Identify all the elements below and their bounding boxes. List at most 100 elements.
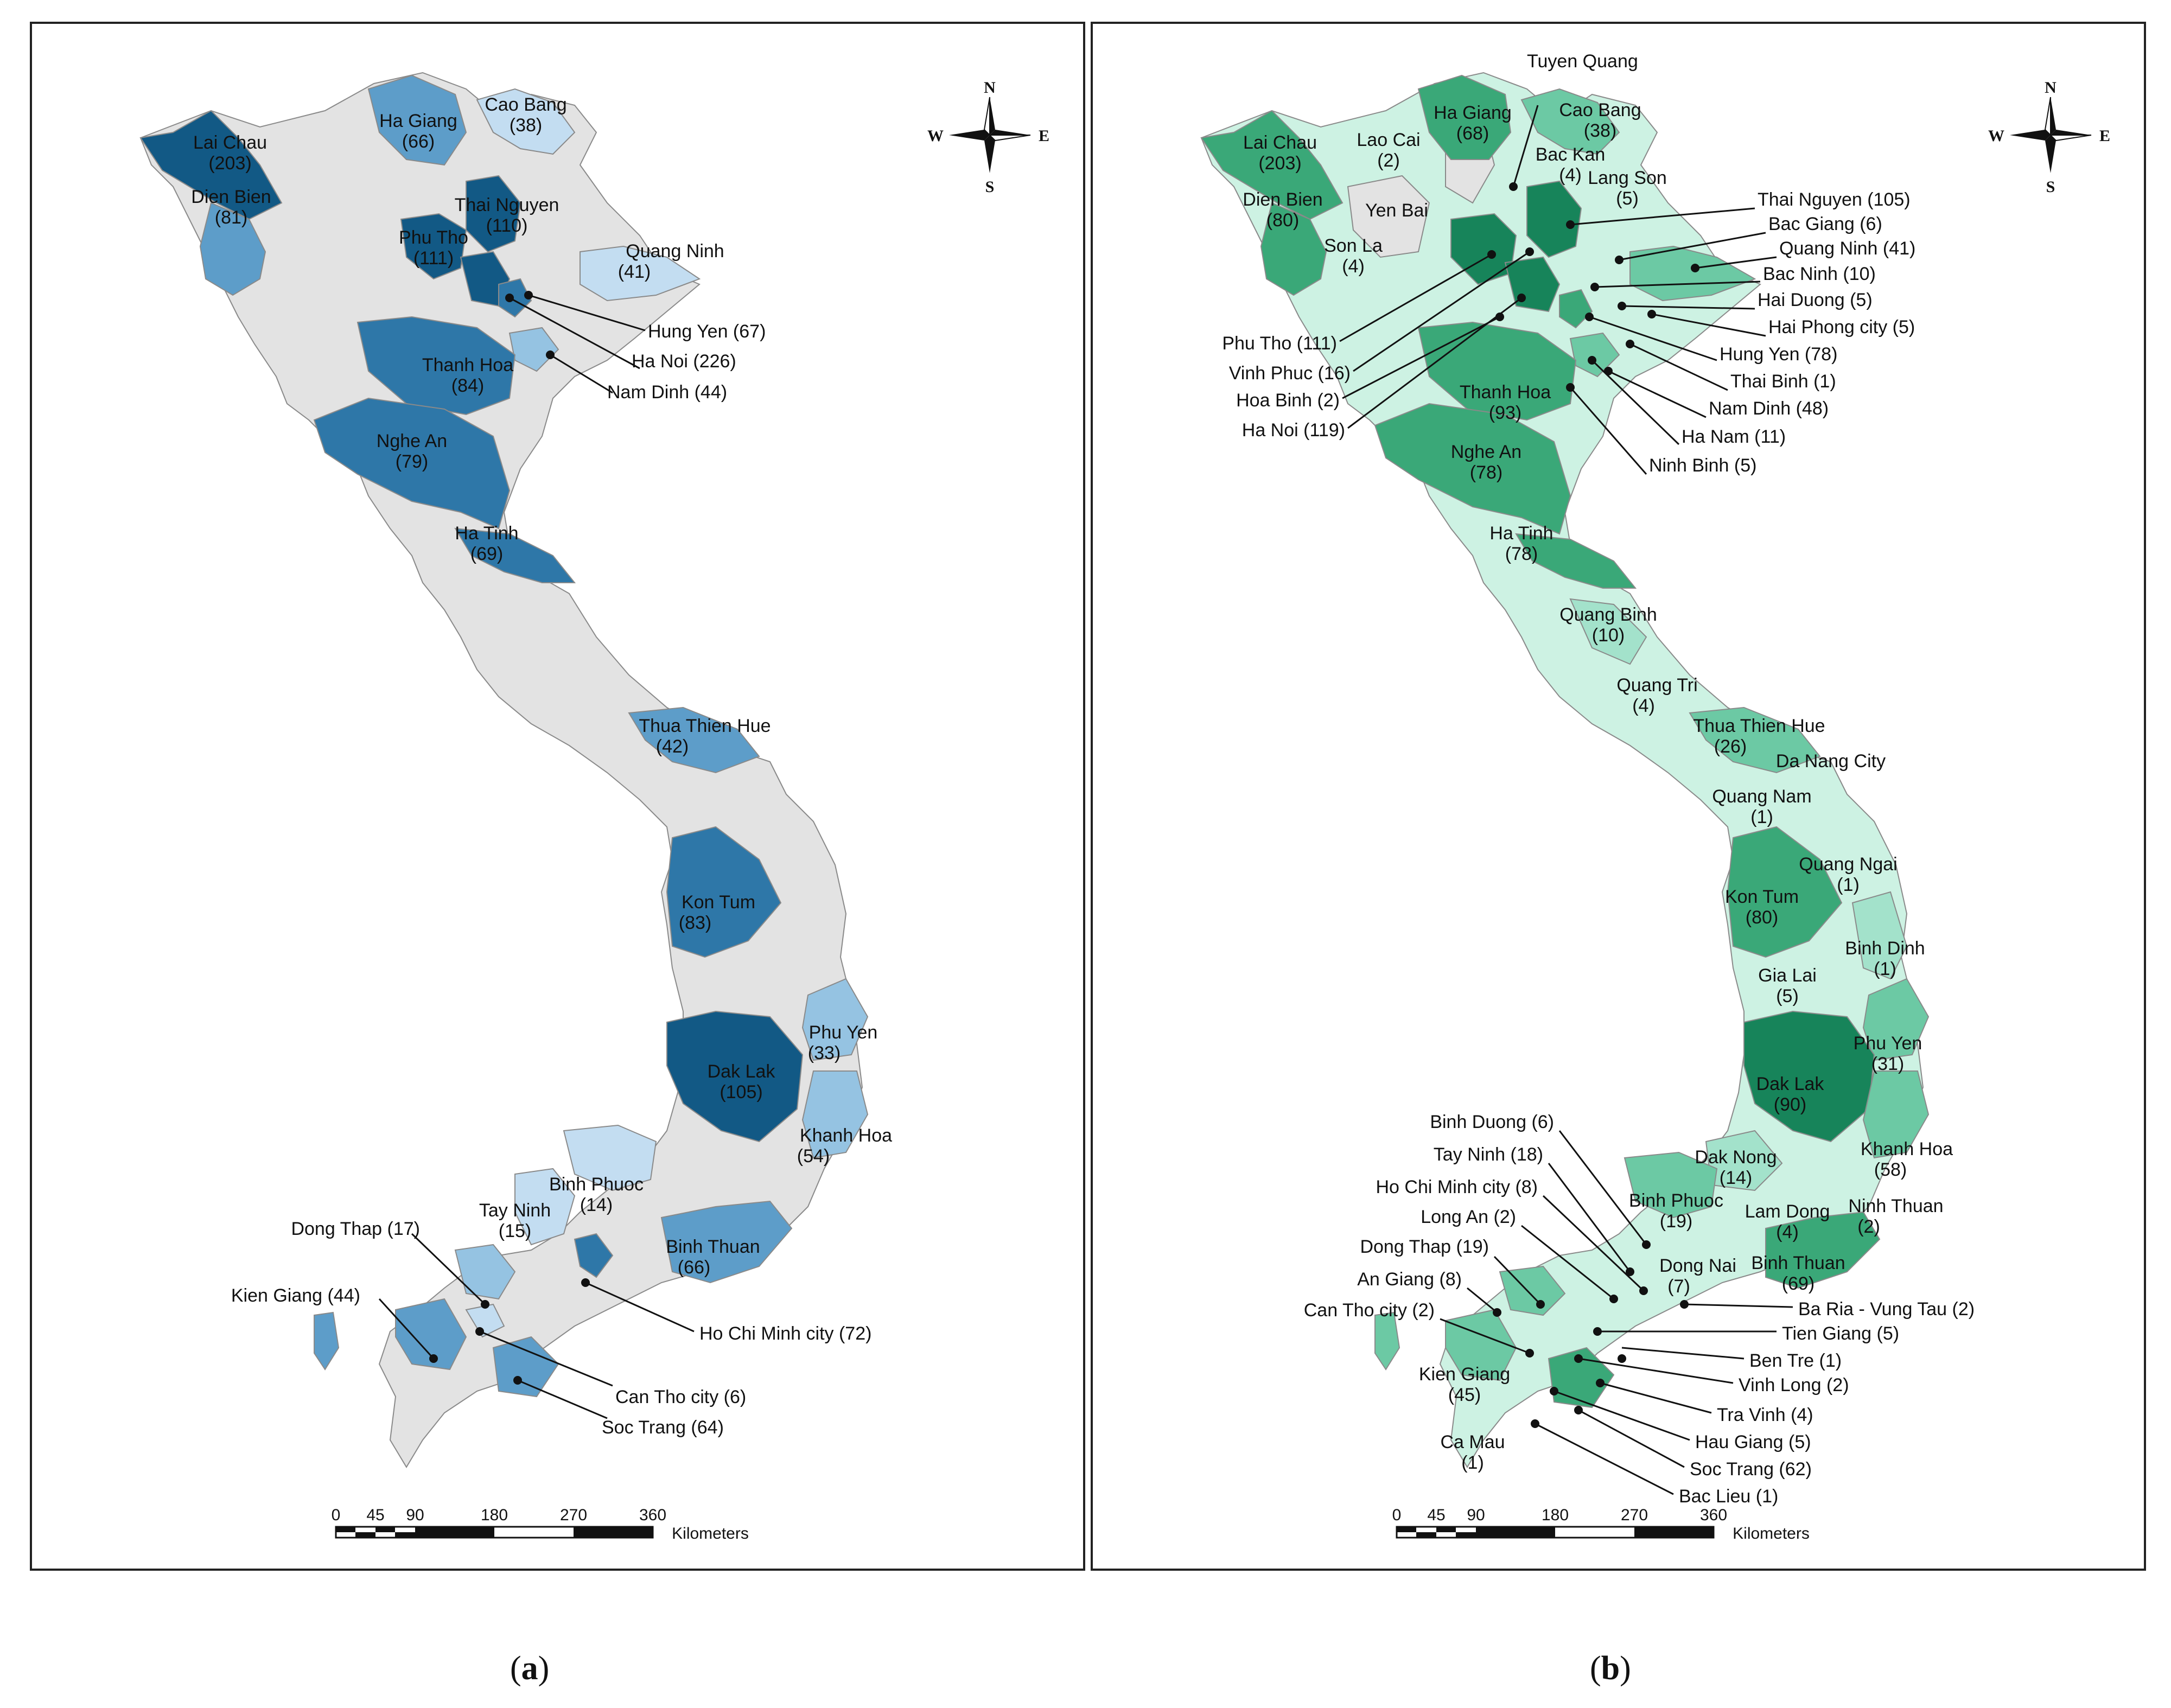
province-ho-chi-minh [574,1233,614,1278]
label-value: (110) [486,215,528,236]
caption-a: (a) [510,1650,550,1687]
callout-label: Can Tho city (2) [1304,1300,1435,1321]
label-value: (10) [1592,625,1625,646]
scale-tick: 360 [639,1506,666,1524]
callout-leaders [1339,105,1793,1495]
label-name: Cao Bang [485,94,566,115]
scale-tick: 90 [1467,1506,1485,1524]
label-name: Dong Nai [1659,1255,1736,1276]
label-name: Tay Ninh [479,1200,551,1221]
province-labels: Lai Chau (203) Lao Cai (2) Ha Giang (68)… [1243,100,1953,1473]
label-value: (5) [1776,986,1799,1006]
label-value: (66) [678,1257,710,1278]
label-value: (1) [1874,959,1896,979]
scale-tick: 45 [366,1506,384,1524]
label-name: Dien Bien [191,187,271,207]
callout-label: Kien Giang (44) [231,1285,360,1306]
label-value: (19) [1660,1211,1692,1232]
label-value: (66) [402,131,435,152]
label-name: Kon Tum [1725,887,1799,907]
label-name: Dak Lak [708,1061,776,1082]
label-name: Thua Thien Hue [1693,716,1825,736]
label-value: (90) [1774,1094,1806,1115]
scale-tick: 0 [332,1506,341,1524]
callout-label: Bac Ninh (10) [1763,264,1876,284]
label-name: Lao Cai [1357,130,1420,150]
callout-label: Ho Chi Minh city (72) [699,1323,871,1344]
label-name: Da Nang City [1776,751,1886,772]
label-name: Nghe An [1451,442,1521,462]
label-value: (1) [1750,807,1773,827]
province-lai-chau [1200,110,1344,220]
province-quang-ninh [580,245,701,302]
compass-west: W [1988,127,2004,145]
province-binh-thuan [1765,1211,1881,1289]
label-name: Ca Mau [1440,1432,1505,1452]
callout-label: Ha Nam (11) [1682,426,1786,447]
callout-label: Tuyen Quang [1527,51,1638,72]
label-value: (83) [679,913,711,933]
callout-label: Quang Ninh (41) [1779,238,1915,259]
province-thua-thien-hue [1689,706,1821,774]
scale-unit: Kilometers [672,1525,749,1543]
label-value: (1) [1837,875,1860,895]
label-name: Son La [1324,235,1383,256]
label-value: (1) [1461,1452,1484,1473]
label-value: (38) [1584,120,1616,141]
label-name: Cao Bang [1559,100,1641,120]
scale-tick: 180 [1542,1506,1569,1524]
province-phu-yen [801,978,869,1061]
compass-east: E [2099,127,2110,145]
province-yen-bai [1347,175,1430,258]
label-name: Yen Bai [1365,200,1428,221]
province-ha-giang [367,74,467,166]
callout-label: Ho Chi Minh city (8) [1376,1177,1538,1197]
label-value: (54) [797,1146,830,1167]
province-hung-yen [498,278,532,318]
label-name: Thua Thien Hue [639,716,771,736]
label-value: (42) [656,736,689,757]
label-name: Thanh Hoa [422,355,513,375]
compass-north: N [2045,79,2057,97]
label-value: (81) [215,207,247,228]
province-dien-bien [1260,202,1327,296]
callout-label: Hai Duong (5) [1758,290,1873,310]
label-value: (58) [1874,1159,1907,1180]
label-name: Gia Lai [1758,965,1817,986]
callout-label: Vinh Phuc (16) [1229,363,1351,384]
label-value: (4) [1342,256,1365,277]
label-value: (69) [470,544,503,564]
callout-label: Tay Ninh (18) [1434,1144,1543,1165]
callout-label: Ha Noi (226) [632,351,736,372]
map-b-svg: Lai Chau (203) Lao Cai (2) Ha Giang (68)… [1200,51,2110,1543]
label-value: (4) [1776,1222,1799,1242]
province-ha-tinh [454,527,576,583]
label-name: Kien Giang [1419,1364,1510,1385]
compass-north: N [984,79,996,97]
compass-south: S [985,178,995,196]
label-name: Lai Chau [1243,132,1317,153]
label-name: Nghe An [377,431,447,451]
callout-label: Nam Dinh (48) [1709,398,1829,419]
label-name: Binh Dinh [1845,938,1925,959]
label-value: (111) [413,248,454,269]
label-name: Thai Nguyen [455,195,559,215]
compass-east: E [1039,127,1049,145]
callout-label: Hung Yen (67) [648,321,766,342]
callout-label: Bac Lieu (1) [1679,1486,1778,1507]
province-soc-trang [492,1336,559,1398]
label-value: (33) [808,1043,841,1063]
scale-tick: 45 [1427,1506,1445,1524]
callout-label: Hung Yen (78) [1720,344,1837,365]
label-value: (14) [1720,1168,1752,1188]
compass-west: W [927,127,944,145]
callout-label: Binh Duong (6) [1430,1112,1554,1132]
island-phu-quoc [1374,1311,1400,1371]
label-value: (80) [1746,907,1778,928]
province-dak-lak [666,1010,804,1143]
callout-label: Dong Thap (19) [1360,1237,1489,1257]
label-name: Phu Yen [1854,1033,1922,1054]
province-kon-tum [666,826,782,958]
province-cao-bang [476,88,576,155]
compass-rose: N S E W [1988,79,2110,196]
